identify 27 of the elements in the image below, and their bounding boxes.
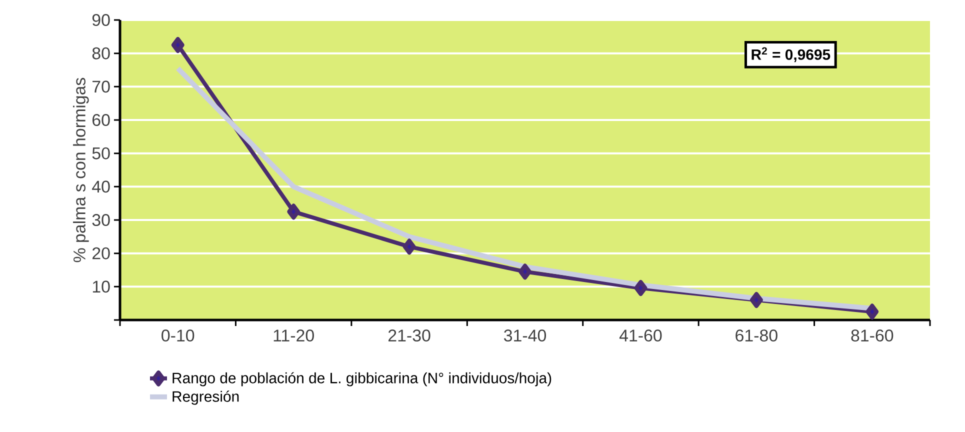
x-tick-label: 0-10 — [162, 330, 194, 342]
point — [634, 280, 648, 296]
point — [287, 204, 300, 220]
y-tick-label: 50 — [92, 147, 110, 160]
y-tick-label: 60 — [92, 114, 110, 126]
legend-label: Rango de población de L. gibbicarina (N° individuos/hoja) — [172, 372, 552, 386]
point — [402, 238, 416, 255]
annotation: R$^{2}$ = 0,9695 — [752, 47, 830, 62]
y-tick-label: 20 — [92, 247, 110, 260]
y-tick-label: 40 — [92, 180, 110, 193]
y-tick-label: 90 — [92, 14, 110, 26]
legend-label: Regresión — [172, 390, 239, 405]
x-tick-label: 31-40 — [504, 330, 546, 342]
point — [518, 264, 532, 280]
point — [171, 37, 184, 53]
y-tick-label: 10 — [92, 280, 110, 293]
x-tick-label: 11-20 — [274, 330, 314, 342]
point — [866, 304, 879, 320]
y-tick-label: 80 — [92, 47, 110, 60]
x-tick-label: 41-60 — [619, 330, 662, 342]
point — [750, 292, 763, 308]
x-tick-label: 81-60 — [851, 330, 894, 342]
y-tick-label: 30 — [92, 214, 110, 226]
x-tick-label: 61-80 — [736, 330, 778, 342]
y-axis-title: % palma s con hormigas — [73, 78, 89, 262]
y-tick-label: 70 — [92, 80, 110, 93]
x-tick-label: 21-30 — [388, 330, 430, 342]
